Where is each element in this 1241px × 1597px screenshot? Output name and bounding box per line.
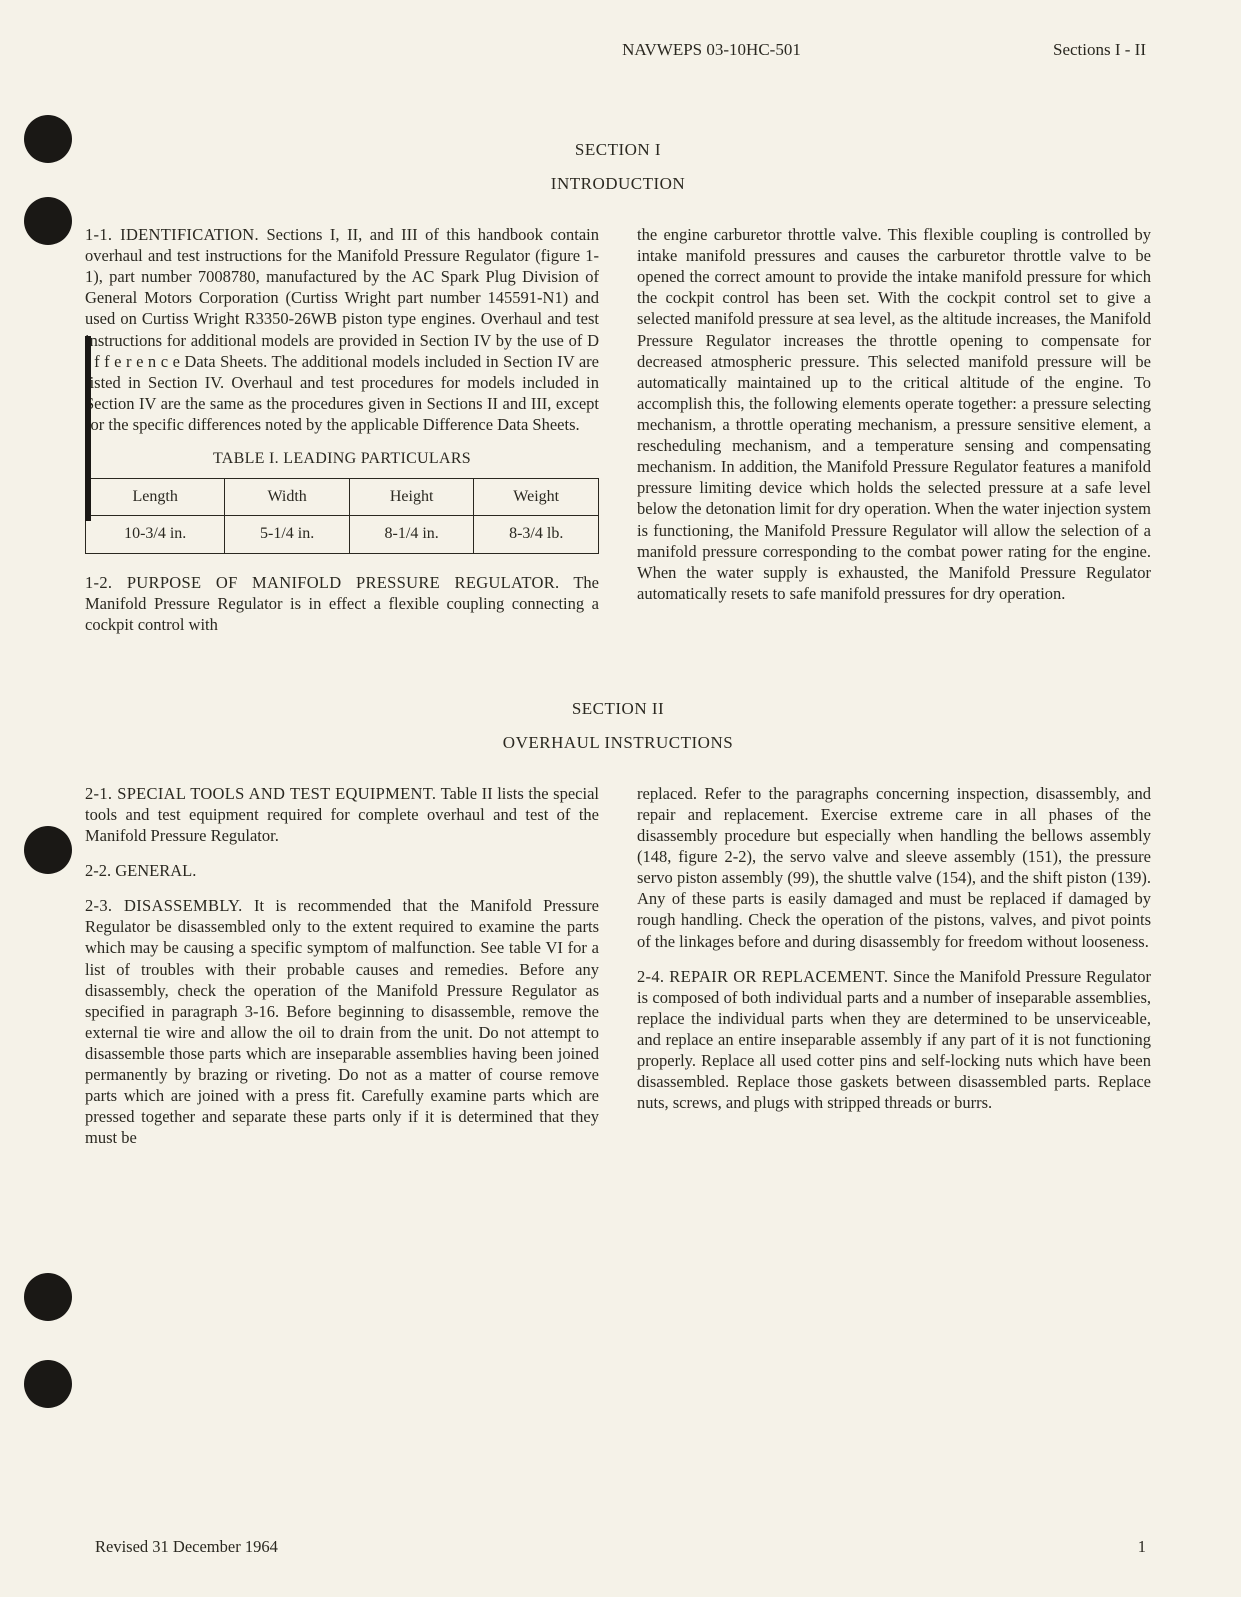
para-1-2: 1-2. PURPOSE OF MANIFOLD PRESSURE REGULA… bbox=[85, 572, 599, 635]
section-2-title: SECTION II bbox=[85, 699, 1151, 719]
para-2-3-cont: replaced. Refer to the paragraphs concer… bbox=[637, 783, 1151, 952]
punch-hole bbox=[24, 1273, 72, 1321]
th-length: Length bbox=[86, 478, 225, 515]
td-height: 8-1/4 in. bbox=[349, 516, 474, 553]
table-row: 10-3/4 in. 5-1/4 in. 8-1/4 in. 8-3/4 lb. bbox=[86, 516, 599, 553]
sections-label: Sections I - II bbox=[1053, 40, 1146, 60]
section-1-subtitle: INTRODUCTION bbox=[85, 174, 1151, 194]
section-2-columns: 2-1. SPECIAL TOOLS AND TEST EQUIPMENT. T… bbox=[85, 783, 1151, 1163]
para-2-3-head: 2-3. DISASSEMBLY. bbox=[85, 896, 243, 915]
para-1-2-cont: the engine carburetor throttle valve. Th… bbox=[637, 224, 1151, 604]
revised-date: Revised 31 December 1964 bbox=[95, 1537, 278, 1557]
para-2-4-head: 2-4. REPAIR OR REPLACEMENT. bbox=[637, 967, 888, 986]
th-weight: Weight bbox=[474, 478, 599, 515]
section-2-col-right: replaced. Refer to the paragraphs concer… bbox=[637, 783, 1151, 1163]
table-1: Length Width Height Weight 10-3/4 in. 5-… bbox=[85, 478, 599, 554]
para-2-1: 2-1. SPECIAL TOOLS AND TEST EQUIPMENT. T… bbox=[85, 783, 599, 846]
td-width: 5-1/4 in. bbox=[225, 516, 350, 553]
punch-hole bbox=[24, 826, 72, 874]
punch-hole bbox=[24, 115, 72, 163]
th-width: Width bbox=[225, 478, 350, 515]
page-number: 1 bbox=[1138, 1537, 1146, 1557]
section-1-col-left: 1-1. IDENTIFICATION. Sections I, II, and… bbox=[85, 224, 599, 649]
section-2-col-left: 2-1. SPECIAL TOOLS AND TEST EQUIPMENT. T… bbox=[85, 783, 599, 1163]
table-row: Length Width Height Weight bbox=[86, 478, 599, 515]
section-1-columns: 1-1. IDENTIFICATION. Sections I, II, and… bbox=[85, 224, 1151, 649]
para-2-3-body: It is recommended that the Manifold Pres… bbox=[85, 896, 599, 1147]
para-1-1-body: Sections I, II, and III of this handbook… bbox=[85, 225, 599, 434]
para-1-2-head: 1-2. PURPOSE OF MANIFOLD PRESSURE REGULA… bbox=[85, 573, 559, 592]
para-2-2: 2-2. GENERAL. bbox=[85, 860, 599, 881]
doc-number: NAVWEPS 03-10HC-501 bbox=[90, 40, 1053, 60]
punch-hole bbox=[24, 1360, 72, 1408]
para-2-4-body: Since the Manifold Pressure Regulator is… bbox=[637, 967, 1151, 1113]
punch-hole bbox=[24, 197, 72, 245]
para-2-4: 2-4. REPAIR OR REPLACEMENT. Since the Ma… bbox=[637, 966, 1151, 1114]
table-1-caption: TABLE I. LEADING PARTICULARS bbox=[85, 449, 599, 469]
td-weight: 8-3/4 lb. bbox=[474, 516, 599, 553]
section-1-col-right: the engine carburetor throttle valve. Th… bbox=[637, 224, 1151, 649]
section-1-title: SECTION I bbox=[85, 140, 1151, 160]
para-1-1-head: 1-1. IDENTIFICATION. bbox=[85, 225, 259, 244]
para-2-1-head: 2-1. SPECIAL TOOLS AND TEST EQUIPMENT. bbox=[85, 784, 436, 803]
page-footer: Revised 31 December 1964 1 bbox=[95, 1537, 1146, 1557]
para-1-1: 1-1. IDENTIFICATION. Sections I, II, and… bbox=[85, 224, 599, 435]
th-height: Height bbox=[349, 478, 474, 515]
para-2-3: 2-3. DISASSEMBLY. It is recommended that… bbox=[85, 895, 599, 1148]
revision-bar bbox=[85, 336, 91, 521]
td-length: 10-3/4 in. bbox=[86, 516, 225, 553]
section-2-subtitle: OVERHAUL INSTRUCTIONS bbox=[85, 733, 1151, 753]
page-header: NAVWEPS 03-10HC-501 Sections I - II bbox=[85, 40, 1151, 60]
